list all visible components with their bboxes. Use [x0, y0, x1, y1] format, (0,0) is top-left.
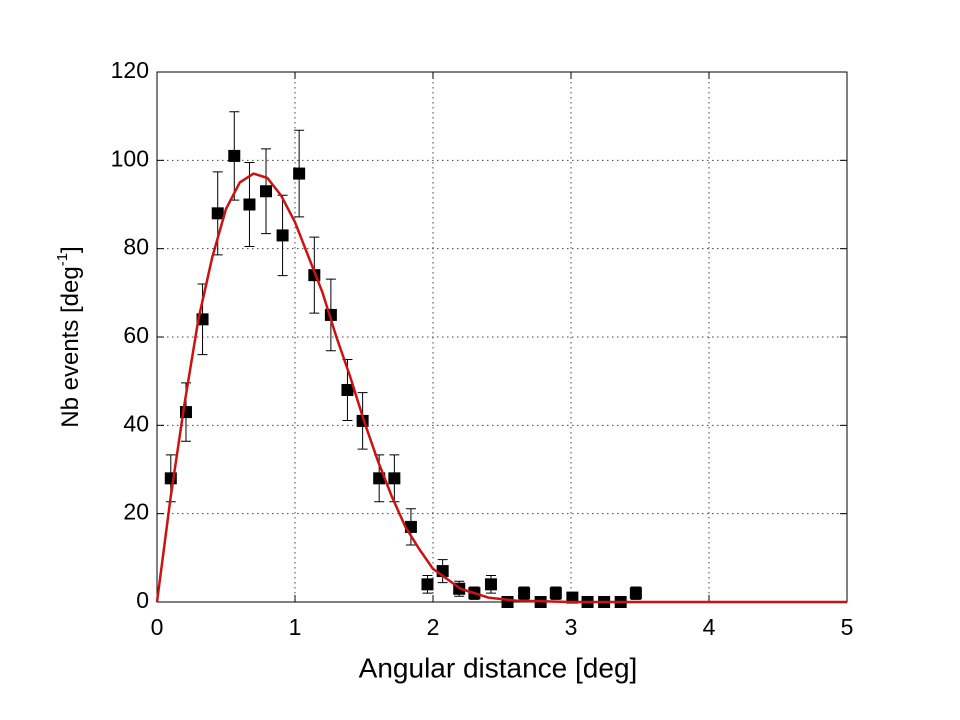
data-point: [566, 591, 579, 604]
x-tick-label: 3: [565, 614, 578, 640]
data-point: [484, 578, 497, 591]
data-point: [341, 384, 354, 396]
data-point: [518, 587, 531, 600]
y-tick-label: 120: [111, 57, 149, 83]
y-tick-label: 40: [123, 410, 149, 436]
data-point: [293, 167, 306, 180]
y-tick-label: 60: [123, 322, 149, 348]
fit-line: [155, 172, 847, 604]
y-axis-label: Nb events [deg-1]: [54, 246, 84, 427]
data-point: [260, 185, 273, 198]
data-point: [388, 472, 401, 485]
data-point: [421, 578, 434, 591]
data-point: [243, 198, 256, 211]
data-point: [629, 587, 642, 600]
y-tick-label: 0: [136, 587, 149, 613]
x-tick-label: 2: [427, 614, 440, 640]
data-point: [276, 229, 289, 242]
y-tick-label: 100: [111, 145, 149, 171]
y-tick-label: 20: [123, 499, 149, 525]
x-tick-label: 1: [289, 614, 302, 640]
data-point: [549, 587, 562, 600]
y-axis-label-sup: -1: [54, 253, 71, 266]
x-tick-label: 5: [841, 614, 854, 640]
data-point: [501, 596, 514, 608]
data-point: [373, 472, 386, 485]
x-tick-label: 4: [703, 614, 716, 640]
data-point: [228, 149, 241, 162]
x-tick-label: 0: [151, 614, 164, 640]
y-tick-label: 80: [123, 234, 149, 260]
data-point: [211, 207, 224, 220]
y-axis-label-text: Nb events [deg: [57, 266, 84, 427]
y-axis-label-end: ]: [57, 246, 84, 253]
x-axis-label: Angular distance [deg]: [359, 652, 638, 683]
